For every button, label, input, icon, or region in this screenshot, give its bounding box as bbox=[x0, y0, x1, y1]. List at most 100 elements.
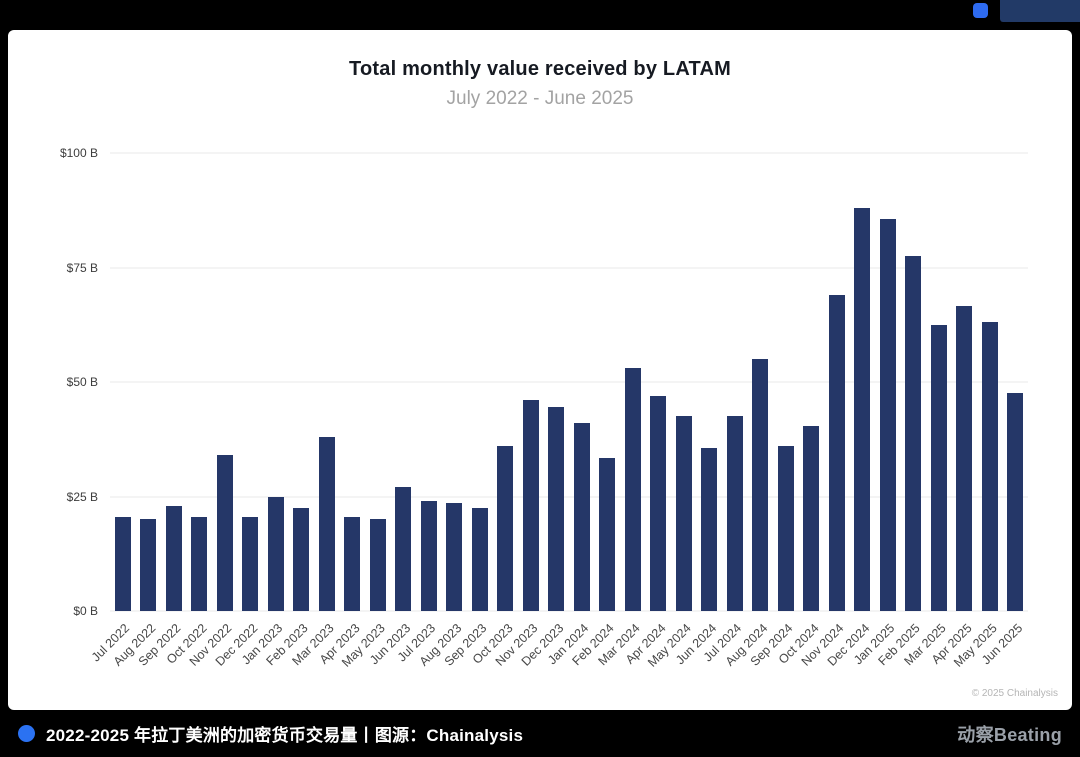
gridline bbox=[110, 152, 1028, 154]
bar-slot bbox=[901, 153, 927, 611]
window-accent-square-icon bbox=[973, 3, 988, 18]
bar-slot bbox=[569, 153, 595, 611]
bar-slot bbox=[365, 153, 391, 611]
caption-bar: 2022-2025 年拉丁美洲的加密货币交易量丨图源：Chainalysis 动… bbox=[0, 710, 1080, 757]
chart-title: Total monthly value received by LATAM bbox=[349, 58, 731, 80]
bar-nov-2022 bbox=[216, 455, 233, 611]
gridline bbox=[110, 267, 1028, 268]
bar-jun-2023 bbox=[395, 487, 412, 611]
bar-slot bbox=[314, 153, 340, 611]
gridline bbox=[110, 496, 1028, 497]
bar-slot bbox=[671, 153, 697, 611]
bar-mar-2024 bbox=[624, 368, 641, 611]
bar-mar-2025 bbox=[930, 324, 947, 611]
y-tick-label: $75 B bbox=[66, 260, 98, 275]
x-axis-labels: Jul 2022 Aug 2022 Sep 2022 Oct 2022 Nov 2022… bbox=[89, 611, 1029, 695]
bar-sep-2024 bbox=[777, 446, 794, 611]
bar-may-2023 bbox=[369, 519, 386, 611]
window-corner-block bbox=[1000, 0, 1080, 22]
brand-logo: 动察Beating bbox=[957, 721, 1062, 747]
bar-dec-2024 bbox=[854, 207, 871, 611]
bar-slot bbox=[391, 153, 417, 611]
bar-slot bbox=[238, 153, 264, 611]
bullet-dot-icon bbox=[18, 725, 35, 742]
bar-jan-2024 bbox=[573, 423, 590, 611]
chart-card: Total monthly value received by LATAM Ju… bbox=[8, 30, 1072, 710]
bar-slot bbox=[161, 153, 187, 611]
bar-slot bbox=[340, 153, 366, 611]
bar-nov-2023 bbox=[522, 400, 539, 611]
bar-feb-2024 bbox=[599, 457, 616, 611]
bar-oct-2023 bbox=[497, 446, 514, 611]
copyright: © 2025 Chainalysis bbox=[971, 688, 1058, 699]
bar-slot bbox=[824, 153, 850, 611]
bar-may-2024 bbox=[675, 416, 692, 611]
bar-aug-2023 bbox=[446, 503, 463, 611]
bar-slot bbox=[850, 153, 876, 611]
bar-slot bbox=[773, 153, 799, 611]
y-tick-label: $0 B bbox=[73, 604, 98, 618]
bar-slot bbox=[875, 153, 901, 611]
top-bar bbox=[0, 0, 1080, 30]
bar-jan-2025 bbox=[879, 219, 896, 611]
bar-jan-2023 bbox=[267, 496, 284, 611]
bar-slot bbox=[493, 153, 519, 611]
bar-aug-2024 bbox=[752, 359, 769, 611]
bar-slot bbox=[697, 153, 723, 611]
bar-slot bbox=[416, 153, 442, 611]
bar-slot bbox=[977, 153, 1003, 611]
bar-slot bbox=[442, 153, 468, 611]
bar-dec-2023 bbox=[548, 407, 565, 611]
bar-slot bbox=[926, 153, 952, 611]
bar-jul-2023 bbox=[420, 501, 437, 611]
y-tick-label: $25 B bbox=[66, 489, 98, 504]
bar-slot bbox=[799, 153, 825, 611]
gridline bbox=[110, 610, 1028, 612]
bar-jun-2025 bbox=[1007, 393, 1024, 611]
bar-jul-2024 bbox=[726, 416, 743, 611]
bar-slot bbox=[289, 153, 315, 611]
bar-slot bbox=[136, 153, 162, 611]
bar-slot bbox=[187, 153, 213, 611]
bar-slot bbox=[212, 153, 238, 611]
bar-jul-2022 bbox=[114, 517, 131, 611]
bar-slot bbox=[1003, 153, 1029, 611]
bar-slot bbox=[467, 153, 493, 611]
bar-slot bbox=[722, 153, 748, 611]
bar-slot bbox=[263, 153, 289, 611]
bar-aug-2022 bbox=[140, 519, 157, 611]
bar-may-2025 bbox=[981, 322, 998, 611]
bar-slot bbox=[620, 153, 646, 611]
plot-area: $0 B $25 B $50 B $75 B $100 B Jul 2022 Aug 20… bbox=[60, 146, 1028, 670]
bar-slot bbox=[595, 153, 621, 611]
bar-apr-2024 bbox=[650, 395, 667, 611]
bar-slot bbox=[518, 153, 544, 611]
bar-apr-2023 bbox=[344, 517, 361, 611]
bar-jun-2024 bbox=[701, 448, 718, 611]
bar-apr-2025 bbox=[956, 306, 973, 611]
bar-sep-2022 bbox=[165, 505, 182, 611]
bar-slot bbox=[110, 153, 136, 611]
y-tick-label: $50 B bbox=[66, 375, 98, 389]
bar-slot bbox=[544, 153, 570, 611]
bar-oct-2024 bbox=[803, 425, 820, 611]
bar-oct-2022 bbox=[191, 517, 208, 611]
bars-row bbox=[110, 153, 1028, 611]
bar-slot bbox=[748, 153, 774, 611]
bar-feb-2023 bbox=[293, 507, 310, 611]
grid-layer: $0 B $25 B $50 B $75 B $100 B bbox=[60, 146, 1028, 618]
caption-text: 2022-2025 年拉丁美洲的加密货币交易量丨图源：Chainalysis bbox=[46, 726, 524, 745]
bar-mar-2023 bbox=[318, 436, 335, 611]
brand-en: Beating bbox=[993, 724, 1062, 745]
bar-nov-2024 bbox=[828, 294, 845, 611]
chart-subtitle: July 2022 - June 2025 bbox=[446, 88, 634, 109]
gridline bbox=[110, 381, 1028, 383]
bar-slot bbox=[952, 153, 978, 611]
bar-dec-2022 bbox=[242, 517, 259, 611]
bar-slot bbox=[646, 153, 672, 611]
x-label-slot: Jun 2025 bbox=[979, 611, 1029, 695]
bar-sep-2023 bbox=[471, 507, 488, 611]
bar-feb-2025 bbox=[905, 256, 922, 611]
y-tick-label: $100 B bbox=[59, 146, 98, 160]
brand-cn: 动察 bbox=[957, 724, 994, 745]
